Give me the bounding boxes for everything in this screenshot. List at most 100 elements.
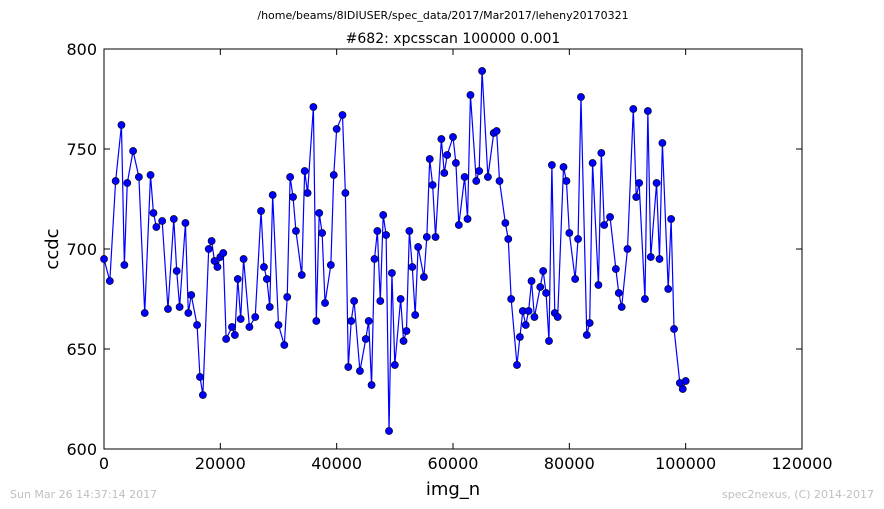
data-point — [321, 299, 329, 307]
axis-ticks — [103, 48, 803, 450]
data-point — [431, 233, 440, 241]
data-point — [536, 283, 545, 291]
data-point — [385, 427, 393, 435]
timestamp-footer: Sun Mar 26 14:37:14 2017 — [10, 488, 157, 501]
data-point — [463, 215, 472, 223]
data-point — [478, 67, 486, 75]
data-point — [297, 271, 306, 279]
data-point — [172, 267, 181, 275]
data-point — [437, 135, 446, 143]
data-point — [326, 261, 335, 269]
data-point — [428, 181, 437, 189]
data-point — [545, 337, 553, 345]
data-point — [251, 313, 260, 321]
data-point — [373, 227, 382, 235]
y-tick-label: 750 — [66, 140, 97, 159]
data-point — [443, 151, 452, 159]
data-point — [504, 235, 513, 243]
data-point — [475, 167, 484, 175]
data-point — [614, 289, 623, 297]
data-point — [655, 255, 664, 263]
data-point — [289, 193, 297, 201]
data-point — [396, 295, 405, 303]
data-point — [388, 269, 396, 277]
data-point — [664, 285, 673, 293]
data-point — [678, 385, 687, 393]
tick-labels: 0 20000 40000 60000 80000 100000 120000 600 650 7… — [66, 40, 832, 473]
copyright-footer: spec2nexus, (C) 2014-2017 — [722, 488, 874, 501]
data-point — [318, 229, 327, 237]
data-point — [222, 335, 231, 343]
data-point — [521, 321, 530, 329]
data-point — [196, 373, 204, 381]
x-tick-label: 20000 — [195, 454, 246, 473]
data-point — [527, 277, 536, 285]
data-point — [376, 297, 385, 305]
data-point — [370, 255, 379, 263]
data-point — [495, 177, 504, 185]
data-point — [454, 221, 463, 229]
data-point — [236, 315, 245, 323]
data-point — [577, 93, 585, 101]
data-point — [629, 105, 638, 113]
data-point — [245, 323, 254, 331]
data-point — [623, 245, 632, 253]
y-tick-label: 650 — [66, 340, 97, 359]
data-point — [408, 263, 417, 271]
data-point — [193, 321, 201, 329]
data-point — [315, 209, 324, 217]
x-tick-label: 120000 — [771, 454, 832, 473]
data-point — [597, 149, 606, 157]
data-point — [233, 275, 242, 283]
data-point — [146, 171, 155, 179]
data-point — [274, 321, 283, 329]
data-point — [681, 377, 690, 385]
plot-title: #682: xpcsscan 100000 0.001 — [346, 31, 561, 47]
data-point — [530, 313, 539, 321]
data-point — [574, 235, 582, 243]
y-tick-label: 700 — [66, 240, 97, 259]
data-point — [571, 275, 580, 283]
data-point — [670, 325, 678, 333]
data-point — [643, 107, 652, 115]
x-tick-label: 0 — [99, 454, 109, 473]
data-point — [652, 179, 661, 187]
data-point — [565, 229, 574, 237]
data-point — [338, 111, 347, 119]
data-point — [466, 91, 475, 99]
data-point — [117, 121, 126, 129]
data-point — [399, 337, 408, 345]
data-point — [198, 391, 207, 399]
data-point — [105, 277, 114, 285]
data-point — [539, 267, 548, 275]
data-point — [646, 253, 655, 261]
data-point — [553, 313, 562, 321]
data-point — [111, 177, 120, 185]
data-point — [501, 219, 510, 227]
x-tick-label: 40000 — [311, 454, 362, 473]
data-point — [312, 317, 321, 325]
data-point — [492, 127, 501, 135]
data-point — [280, 341, 289, 349]
data-point — [134, 173, 143, 181]
data-point — [265, 303, 274, 311]
data-point — [632, 193, 641, 201]
data-point — [667, 215, 676, 223]
data-point — [414, 243, 422, 251]
data-point — [228, 323, 236, 331]
data-point — [219, 249, 228, 257]
data-point — [149, 209, 158, 217]
data-point — [120, 261, 129, 269]
series-layer — [100, 67, 690, 435]
data-point — [292, 227, 300, 235]
data-point — [300, 167, 309, 175]
x-tick-label: 80000 — [544, 454, 595, 473]
data-point — [100, 255, 108, 263]
data-point — [483, 173, 492, 181]
data-point — [303, 189, 312, 197]
data-point — [344, 363, 353, 371]
data-point — [440, 169, 449, 177]
data-point — [169, 215, 178, 223]
data-point — [332, 125, 341, 133]
